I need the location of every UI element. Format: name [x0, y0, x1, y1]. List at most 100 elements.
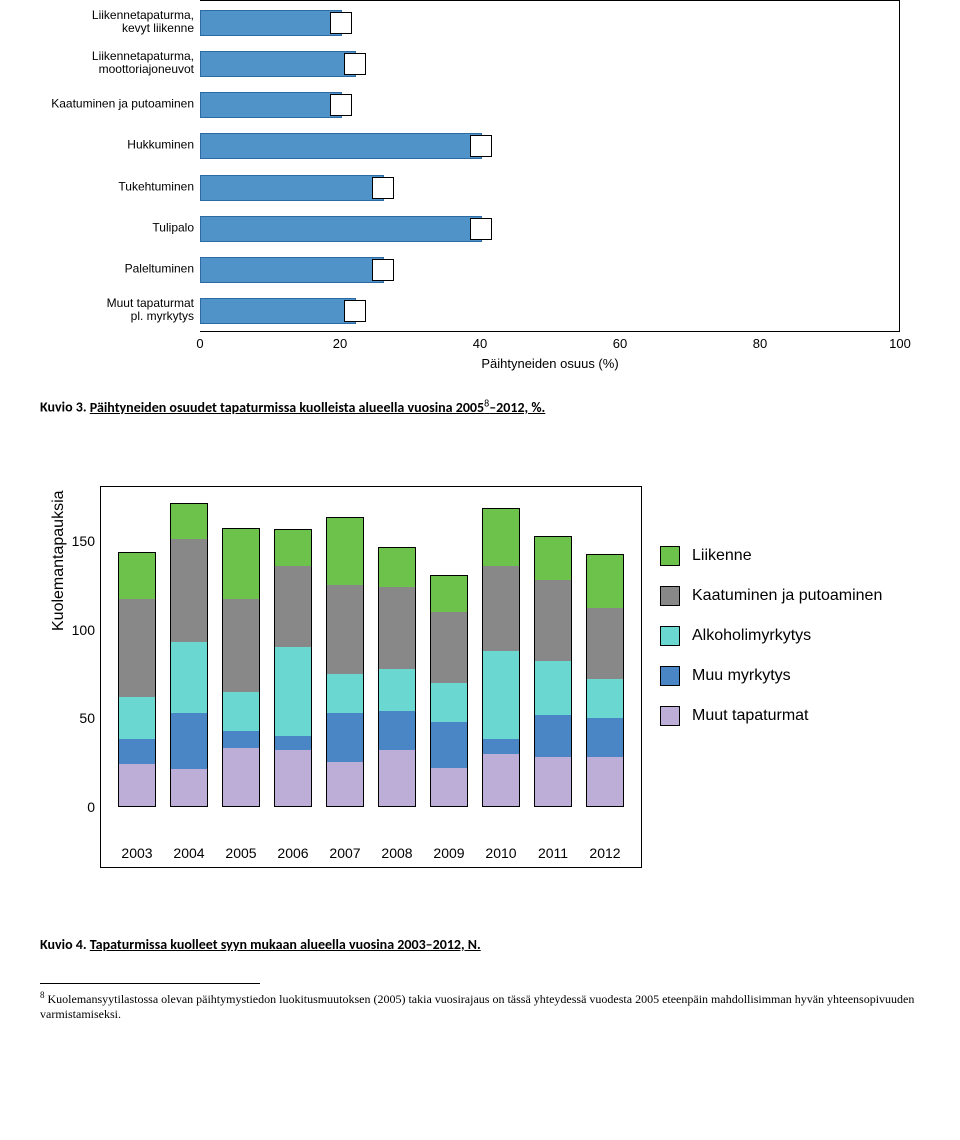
chart2-segment-muu_myr [118, 738, 156, 764]
chart2-segment-kaat [222, 598, 260, 691]
chart2-x-tick: 2010 [485, 845, 516, 861]
legend-row-liik: Liikenne [660, 546, 882, 566]
chart1-box-marker [344, 300, 366, 322]
chart2-stack [222, 529, 260, 807]
chart1-category-label: Tukehtuminen [40, 180, 194, 193]
chart2-x-tick: 2005 [225, 845, 256, 861]
chart2-y-tick: 150 [72, 533, 101, 549]
caption-text: Päihtyneiden osuudet tapaturmissa kuolle… [90, 399, 484, 416]
chart1-category-label: Kaatuminen ja putoaminen [40, 98, 194, 111]
chart2-y-tick: 100 [72, 622, 101, 638]
chart2-segment-muut [326, 760, 364, 806]
legend-label: Muut tapaturmat [692, 707, 809, 725]
chart1-bar [200, 175, 384, 201]
chart1-bar [200, 133, 482, 159]
chart1-x-tick: 100 [889, 336, 911, 351]
chart2-segment-muut [430, 766, 468, 807]
chart1-bar [200, 298, 356, 324]
chart2-segment-liik [378, 547, 416, 587]
chart2-segment-kaat [586, 607, 624, 679]
chart1-plot-area: Liikennetapaturma, kevyt liikenneLiikenn… [200, 0, 900, 332]
chart1-category-label: Muut tapaturmat pl. myrkytys [40, 297, 194, 323]
chart2-segment-muu_myr [170, 712, 208, 770]
chart2-segment-liik [170, 503, 208, 539]
chart2-segment-alko [326, 673, 364, 713]
chart2-segment-liik [534, 536, 572, 580]
caption-kuvio3: Kuvio 3. Päihtyneiden osuudet tapaturmis… [40, 396, 920, 416]
legend-swatch [660, 546, 680, 566]
chart2-plot-frame: 2003200420052006200720082009201020112012… [100, 486, 642, 868]
chart2-segment-muu_myr [326, 712, 364, 763]
page: Liikennetapaturma, kevyt liikenne Liikenn… [0, 0, 960, 1063]
chart2-segment-muut [170, 767, 208, 806]
caption-suffix: –2012, %. [489, 399, 545, 416]
caption2-text: Tapaturmissa kuolleet syyn mukaan alueel… [90, 936, 481, 953]
chart2-segment-alko [482, 650, 520, 740]
chart2-x-tick: 2003 [121, 845, 152, 861]
chart2-plot-area [111, 497, 631, 827]
chart2-stack [586, 555, 624, 807]
chart2-stack [430, 576, 468, 806]
chart2-segment-alko [222, 691, 260, 731]
chart2-stack [274, 530, 312, 806]
legend-row-muu_myr: Muu myrkytys [660, 666, 882, 686]
chart2-segment-alko [378, 668, 416, 712]
chart2-segment-muut [274, 748, 312, 807]
chart2-y-tick: 0 [87, 799, 101, 815]
chart2-segment-liik [482, 508, 520, 566]
chart2-segment-muu_myr [274, 735, 312, 750]
legend-row-muut: Muut tapaturmat [660, 706, 882, 726]
chart2-segment-alko [274, 646, 312, 736]
chart2-segment-kaat [534, 579, 572, 661]
chart2-segment-muu_myr [430, 721, 468, 768]
legend-swatch [660, 706, 680, 726]
chart1-bar [200, 10, 342, 36]
chart1-box-marker [372, 177, 394, 199]
chart1-x-tick: 80 [753, 336, 767, 351]
chart2-segment-muu_myr [222, 730, 260, 749]
chart2-x-tick: 2004 [173, 845, 204, 861]
chart2-segment-muut [586, 755, 624, 807]
chart2-segment-kaat [482, 565, 520, 651]
legend-swatch [660, 666, 680, 686]
legend-label: Kaatuminen ja putoaminen [692, 587, 882, 605]
caption-kuvio4: Kuvio 4. Tapaturmissa kuolleet syyn muka… [40, 936, 920, 953]
chart2-bars [111, 497, 631, 807]
chart2-segment-liik [430, 575, 468, 611]
chart2-segment-muut [118, 762, 156, 807]
chart1-box-marker [330, 12, 352, 34]
chart2-segment-muu_myr [586, 717, 624, 757]
chart1-category-label: Tulipalo [40, 221, 194, 234]
chart1-box-marker [470, 218, 492, 240]
chart2-segment-muu_myr [482, 738, 520, 753]
chart2-segment-kaat [378, 586, 416, 668]
chart2-segment-liik [586, 554, 624, 608]
chart2-segment-liik [326, 517, 364, 585]
chart2-segment-muut [222, 746, 260, 806]
chart2-segment-kaat [274, 565, 312, 647]
chart1-x-tick: 20 [333, 336, 347, 351]
chart2-x-tick: 2006 [277, 845, 308, 861]
chart1-box-marker [470, 135, 492, 157]
chart1-x-tick: 0 [196, 336, 203, 351]
chart2-segment-alko [170, 641, 208, 713]
chart1-box-marker [372, 259, 394, 281]
chart2-segment-muut [482, 752, 520, 807]
chart2-x-tick: 2009 [433, 845, 464, 861]
chart2-y-tick: 50 [79, 710, 101, 726]
chart1-horizontal-bars: Liikennetapaturma, kevyt liikenne Liikenn… [40, 0, 920, 380]
chart1-x-label: Päihtyneiden osuus (%) [200, 356, 900, 371]
chart2-segment-kaat [326, 584, 364, 674]
chart2-segment-liik [118, 552, 156, 599]
legend-label: Liikenne [692, 547, 752, 565]
chart2-segment-kaat [430, 611, 468, 683]
chart2-stack [378, 548, 416, 807]
chart1-category-label: Liikennetapaturma, kevyt liikenne [40, 9, 194, 35]
footnote-separator [40, 983, 260, 984]
chart2-stack [170, 504, 208, 807]
chart1-bar [200, 257, 384, 283]
chart2-segment-muu_myr [534, 714, 572, 758]
chart1-category-label: Liikennetapaturma, moottoriajoneuvot [40, 50, 194, 76]
chart2-x-tick: 2008 [381, 845, 412, 861]
chart1-box-marker [344, 53, 366, 75]
